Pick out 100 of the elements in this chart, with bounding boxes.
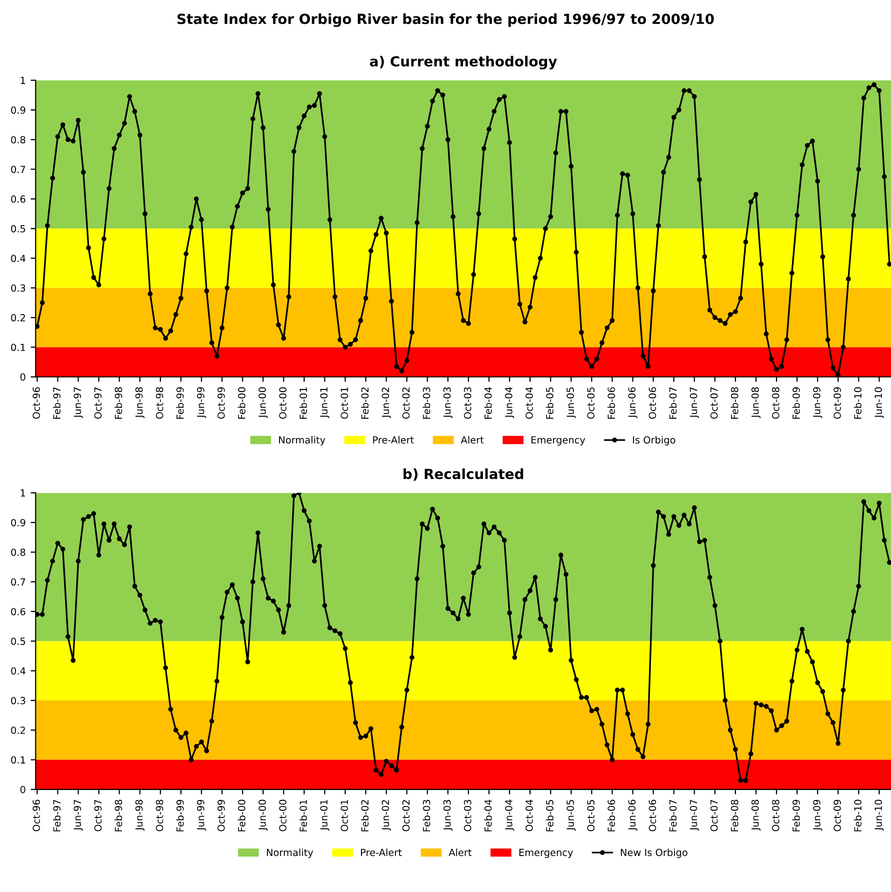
- legend-label: Normality: [266, 848, 314, 858]
- legend-label: Normality: [279, 436, 326, 446]
- x-tick-label: Oct-02: [402, 388, 410, 419]
- x-tick-label: Feb-00: [238, 800, 246, 832]
- legend-label: Emergency: [519, 848, 573, 858]
- x-tick-label: Jun-98: [135, 387, 144, 418]
- legend-label: New Is Orbigo: [620, 848, 688, 858]
- x-tick-label: Oct-96: [32, 387, 40, 419]
- y-tick-label: 0.9: [11, 106, 26, 114]
- x-tick-label: Feb-01: [299, 800, 307, 832]
- x-tick-label: Feb-06: [608, 387, 616, 419]
- x-tick-label: Feb-98: [114, 387, 122, 419]
- x-tick-label: Jun-03: [443, 800, 453, 831]
- x-tick-label: Feb-03: [422, 387, 430, 419]
- y-tick-label: 0.9: [11, 518, 26, 526]
- x-tick-label: Feb-06: [608, 800, 616, 832]
- x-tick-label: Jun-09: [813, 800, 822, 831]
- x-tick-label: Jun-01: [320, 387, 330, 418]
- x-tick-label: Oct-07: [710, 387, 718, 419]
- x-tick-label: Oct-03: [464, 387, 472, 419]
- x-tick-label: Oct-08: [772, 800, 780, 832]
- x-tick-label: Oct-04: [526, 387, 533, 419]
- x-tick-label: Feb-07: [669, 800, 677, 832]
- x-tick-label: Oct-02: [402, 800, 410, 832]
- y-tick-label: 0.5: [11, 638, 26, 645]
- x-tick-label: Feb-04: [484, 387, 492, 419]
- x-tick-label: Feb-97: [53, 387, 61, 419]
- x-tick-label: Jun-05: [566, 387, 576, 418]
- x-tick-label: Jun-04: [504, 800, 514, 831]
- x-tick-label: Oct-03: [464, 800, 472, 832]
- y-tick-label: 0.5: [11, 225, 26, 232]
- x-tick-label: Jun-02: [382, 800, 391, 831]
- x-tick-label: Jun-09: [813, 387, 822, 418]
- x-tick-label: Jun-00: [258, 387, 268, 418]
- x-tick-label: Jun-07: [690, 800, 699, 831]
- x-tick-label: Jun-07: [690, 387, 699, 418]
- x-tick-label: Feb-05: [546, 800, 554, 832]
- x-tick-label: Feb-05: [546, 387, 554, 419]
- x-tick-label: Feb-09: [792, 800, 800, 832]
- y-tick-label: 0.8: [11, 548, 26, 556]
- x-tick-label: Oct-05: [587, 387, 594, 419]
- y-tick-label: 0.6: [11, 195, 26, 203]
- x-tick-label: Feb-10: [854, 387, 862, 419]
- x-tick-label: Oct-00: [279, 387, 286, 419]
- x-tick-label: Feb-08: [730, 800, 738, 832]
- x-tick-label: Oct-96: [32, 800, 40, 832]
- y-tick-label: 0.6: [11, 608, 26, 616]
- legend-label: Pre-Alert: [373, 436, 414, 444]
- x-tick-label: Feb-97: [53, 800, 61, 832]
- x-tick-label: Feb-99: [176, 387, 184, 419]
- legend-label: Is Orbigo: [633, 436, 676, 446]
- x-tick-label: Feb-02: [361, 800, 369, 832]
- chart-title: State Index for Orbigo River basin for the period 1996/97 to 2009/10: [177, 13, 714, 27]
- x-tick-label: Jun-00: [258, 800, 268, 831]
- x-tick-label: Oct-01: [340, 387, 348, 419]
- x-tick-label: Oct-06: [648, 800, 656, 832]
- x-tick-label: Feb-08: [730, 387, 738, 419]
- x-tick-label: Jun-10: [874, 387, 884, 418]
- x-tick-label: Feb-04: [484, 800, 492, 832]
- x-tick-label: Oct-97: [94, 800, 102, 832]
- legend-label: Pre-Alert: [361, 848, 402, 856]
- x-tick-label: Jun-03: [443, 387, 453, 418]
- x-tick-label: Oct-05: [587, 800, 594, 832]
- x-tick-label: Oct-99: [217, 800, 225, 832]
- y-tick-label: 0.7: [11, 578, 26, 586]
- x-tick-label: Oct-00: [279, 800, 286, 832]
- y-tick-label: 0.7: [11, 166, 26, 174]
- x-tick-label: Feb-99: [176, 800, 184, 832]
- x-tick-label: Jun-06: [628, 800, 638, 831]
- x-tick-label: Oct-09: [834, 387, 841, 419]
- legend-label: Alert: [448, 848, 472, 856]
- x-tick-label: Jun-08: [751, 800, 761, 831]
- y-tick-label: 0: [20, 786, 26, 794]
- legend-label: Alert: [460, 436, 484, 444]
- x-tick-label: Feb-01: [299, 387, 307, 419]
- y-tick-label: 0.3: [11, 284, 26, 292]
- x-tick-label: Jun-06: [628, 387, 638, 418]
- x-tick-label: Oct-01: [340, 800, 348, 832]
- x-tick-label: Oct-08: [772, 387, 780, 419]
- x-tick-label: Feb-98: [114, 800, 122, 832]
- y-tick-label: 0.4: [11, 254, 26, 262]
- x-tick-label: Jun-04: [504, 387, 514, 418]
- x-tick-label: Oct-07: [710, 800, 718, 832]
- x-tick-label: Jun-01: [320, 800, 330, 831]
- x-tick-label: Jun-99: [196, 387, 206, 418]
- y-tick-label: 0: [20, 373, 26, 381]
- x-tick-label: Feb-02: [361, 388, 369, 419]
- y-tick-label: 0.8: [11, 136, 26, 144]
- x-tick-label: Jun-05: [566, 800, 576, 831]
- x-tick-label: Jun-08: [751, 387, 761, 418]
- x-tick-label: Jun-97: [74, 387, 83, 418]
- chart-subtitle: a) Current methodology: [370, 56, 557, 70]
- x-tick-label: Feb-09: [792, 387, 800, 419]
- y-tick-label: 0.2: [11, 314, 25, 322]
- x-tick-label: Oct-97: [94, 387, 102, 419]
- chart-title: b) Recalculated: [404, 468, 524, 481]
- x-tick-label: Jun-10: [874, 800, 884, 831]
- x-tick-label: Jun-02: [382, 388, 391, 418]
- x-tick-label: Feb-00: [238, 387, 246, 419]
- x-tick-label: Jun-97: [74, 800, 83, 831]
